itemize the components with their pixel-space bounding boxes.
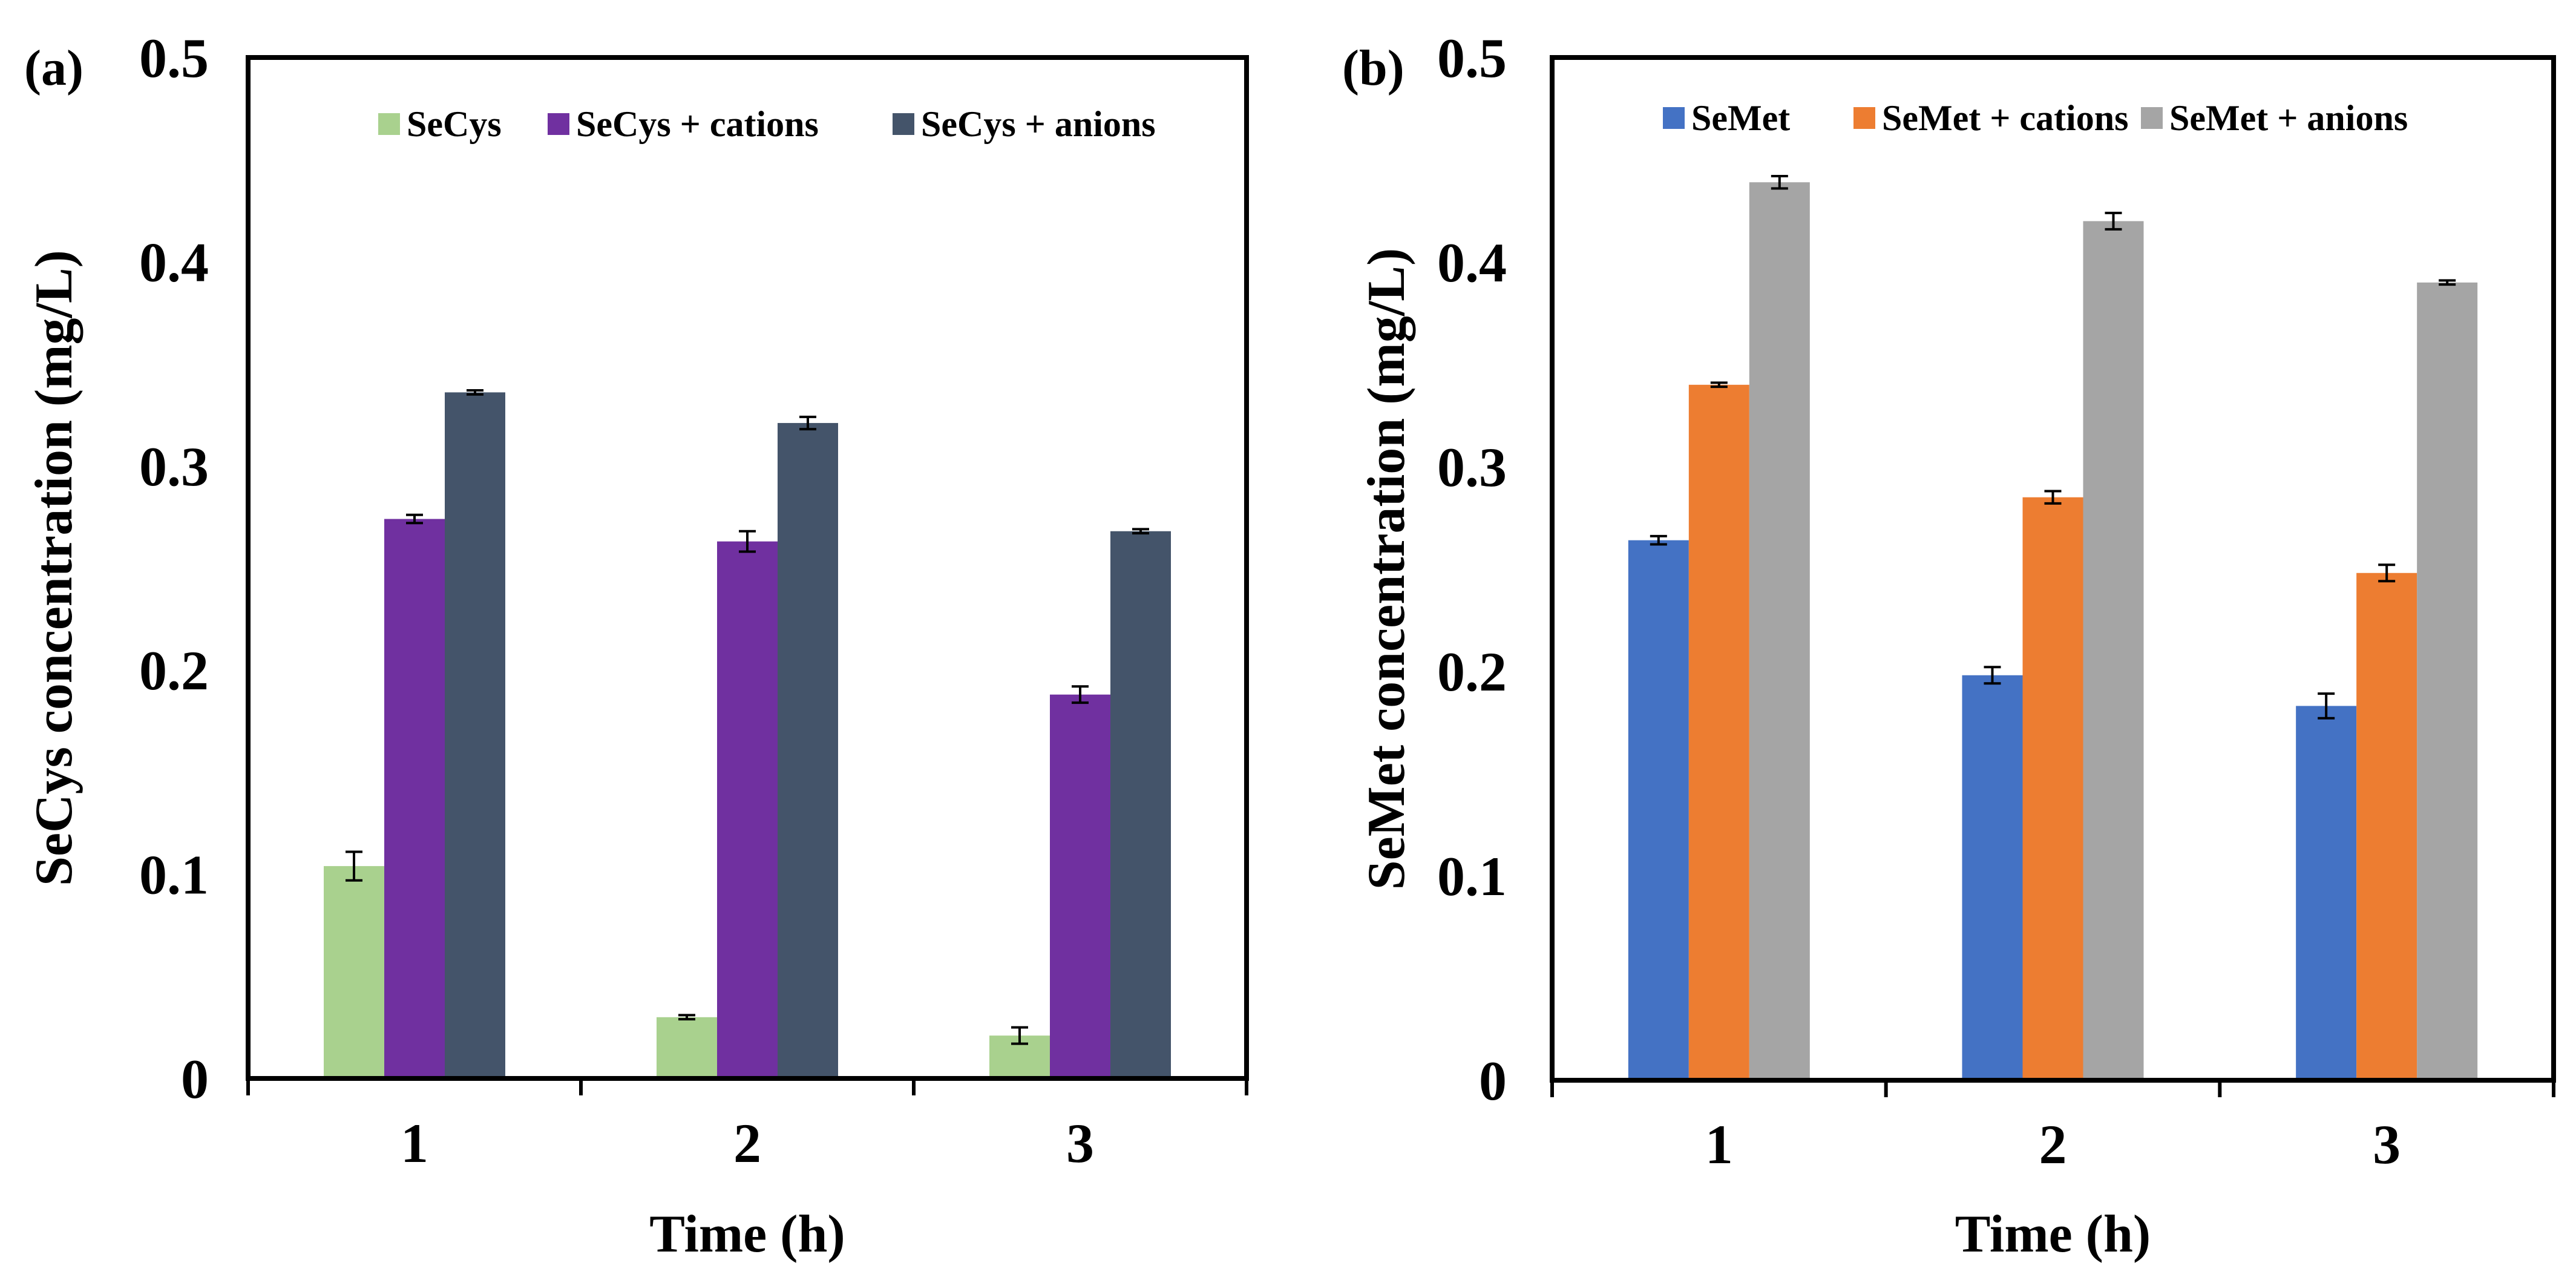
x-tick-label: 1 bbox=[401, 1112, 428, 1174]
panel-label: (a) bbox=[24, 40, 84, 96]
x-axis-title: Time (h) bbox=[1955, 1205, 2151, 1264]
x-tick-label: 2 bbox=[2039, 1114, 2067, 1175]
y-tick-label: 0.2 bbox=[139, 640, 209, 701]
y-axis-title: SeMet concentration (mg/L) bbox=[1357, 248, 1416, 890]
y-axis-title: SeCys concentration (mg/L) bbox=[25, 250, 84, 886]
bar bbox=[324, 866, 384, 1076]
chart-a: (a) 0 0.1 0.2 0.3 0.4 0.5 1 2 3 SeCys SeCys + catio… bbox=[24, 27, 1249, 1264]
legend-secys-cations: SeCys + cations bbox=[576, 104, 819, 144]
y-tick-label: 0.1 bbox=[1437, 845, 1507, 907]
y-tick-label: 0.5 bbox=[1437, 27, 1507, 89]
bar bbox=[1749, 182, 1810, 1078]
chart-b: (b) 0 0.1 0.2 0.3 0.4 0.5 1 2 3 SeMet SeMet + catio… bbox=[1342, 27, 2556, 1264]
legend-swatch bbox=[893, 113, 914, 135]
bar bbox=[445, 392, 505, 1077]
y-tick-label: 0.5 bbox=[139, 27, 209, 89]
y-tick-label: 0.4 bbox=[1437, 232, 1507, 294]
bar bbox=[1110, 531, 1171, 1076]
y-tick-label: 0.4 bbox=[139, 231, 209, 293]
legend-swatch bbox=[1853, 107, 1875, 129]
legend-secys: SeCys bbox=[407, 104, 502, 144]
legend-semet-anions: SeMet + anions bbox=[2169, 98, 2408, 138]
x-tick-label: 3 bbox=[2373, 1114, 2401, 1175]
x-tick-label: 2 bbox=[733, 1112, 761, 1174]
plot-frame bbox=[246, 55, 1249, 1081]
y-tick-label: 0.3 bbox=[1437, 436, 1507, 498]
bar bbox=[1050, 694, 1110, 1076]
legend-swatch bbox=[378, 113, 400, 135]
plot-frame bbox=[1550, 55, 2556, 1083]
bar bbox=[1688, 384, 1749, 1078]
legend-semet-cations: SeMet + cations bbox=[1882, 98, 2128, 138]
bar bbox=[1962, 675, 2023, 1078]
y-tick-label: 0.3 bbox=[139, 436, 209, 497]
bar bbox=[2022, 497, 2083, 1078]
panel-label: (b) bbox=[1342, 40, 1404, 96]
x-tick-label: 1 bbox=[1705, 1114, 1733, 1175]
legend-semet: SeMet bbox=[1691, 98, 1790, 138]
x-axis-title: Time (h) bbox=[649, 1205, 845, 1264]
bar bbox=[657, 1017, 717, 1076]
y-tick-label: 0 bbox=[1479, 1050, 1507, 1112]
y-tick-label: 0 bbox=[181, 1048, 209, 1110]
bar bbox=[2296, 706, 2357, 1078]
bar bbox=[1628, 540, 1689, 1078]
y-tick-label: 0.2 bbox=[1437, 641, 1507, 703]
y-tick-label: 0.1 bbox=[139, 844, 209, 906]
bar bbox=[2417, 282, 2478, 1078]
bar bbox=[384, 519, 445, 1076]
bar bbox=[2083, 221, 2144, 1078]
legend-swatch bbox=[1663, 107, 1685, 129]
legend-secys-anions: SeCys + anions bbox=[921, 104, 1156, 144]
bar bbox=[2356, 573, 2417, 1078]
bar bbox=[717, 541, 778, 1076]
legend-swatch bbox=[2141, 107, 2163, 129]
legend-swatch bbox=[548, 113, 569, 135]
bar bbox=[778, 422, 838, 1076]
x-tick-label: 3 bbox=[1066, 1112, 1094, 1174]
